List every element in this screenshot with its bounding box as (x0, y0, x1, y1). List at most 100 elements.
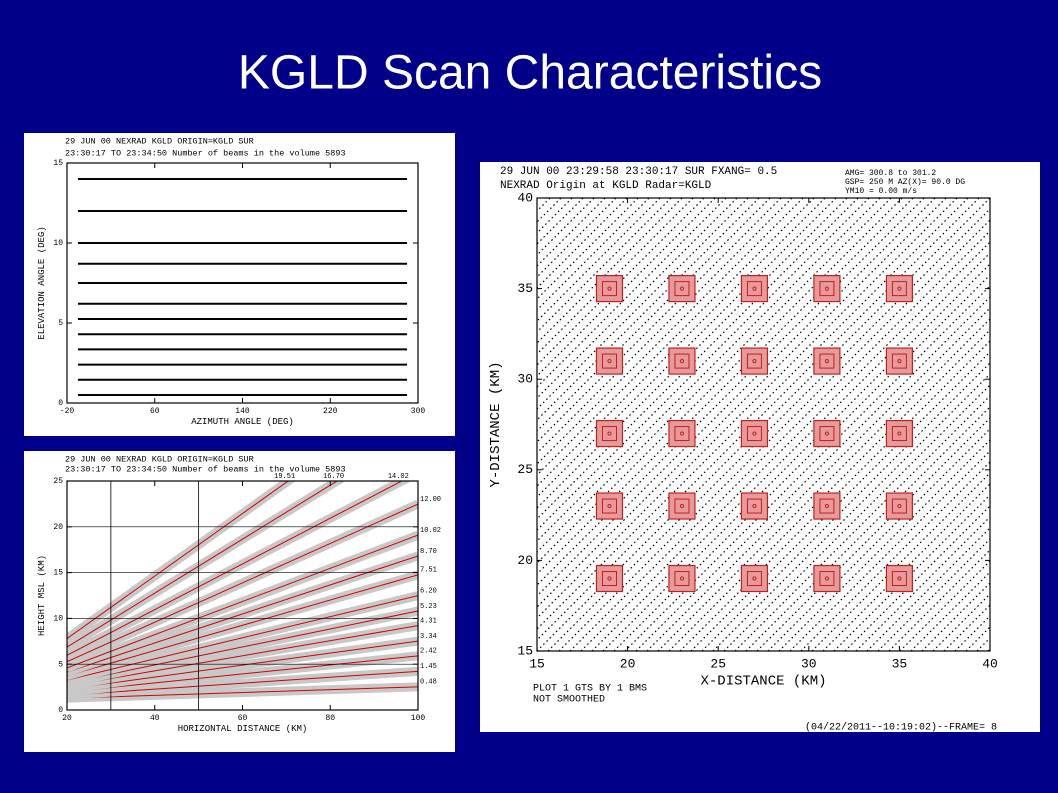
gate-box (885, 275, 914, 303)
series-label: 6.20 (420, 587, 437, 595)
panel (24, 133, 455, 436)
scan-line (67, 481, 403, 656)
header-text: 29 JUN 00 23:29:58 23:30:17 SUR FXANG= 0… (500, 166, 777, 178)
x-tick-label: 100 (411, 714, 426, 723)
series-label: 3.34 (420, 633, 437, 641)
series-label: 0.48 (420, 679, 437, 687)
y-tick-label: 10 (53, 239, 63, 248)
gate-inner (746, 426, 762, 442)
gate-box (595, 275, 624, 303)
gate-center (824, 503, 830, 509)
sample-line (537, 198, 936, 597)
gate-inner (601, 498, 617, 514)
gate-inner (819, 281, 835, 297)
sample-line (712, 373, 990, 651)
gate-center (824, 431, 830, 436)
series-label: 8.70 (420, 548, 437, 556)
scan-line (67, 481, 290, 639)
gate-box (668, 419, 696, 448)
gate-center (897, 576, 902, 581)
series-label: 5.23 (420, 603, 437, 611)
sample-line (537, 198, 793, 454)
sample-line (537, 198, 925, 586)
plot-frame (66, 480, 419, 711)
y-tick-label: 10 (53, 615, 63, 624)
scan-line (67, 555, 418, 673)
series-label: 19.51 (274, 473, 295, 481)
sample-line (635, 296, 990, 651)
gate-center (897, 431, 902, 436)
gate-inner (819, 426, 835, 442)
gate-center (752, 576, 757, 581)
scan-line (67, 503, 418, 663)
gate-center (824, 286, 830, 291)
sample-line (734, 395, 990, 651)
gate-box (885, 347, 914, 375)
y-tick-label: 35 (517, 281, 533, 296)
y-tick-label: 20 (53, 523, 63, 532)
series-label: 7.51 (420, 567, 437, 575)
sample-line (537, 198, 859, 520)
x-axis-label: AZIMUTH ANGLE (DEG) (191, 417, 294, 427)
x-tick-label: -20 (60, 407, 75, 416)
x-tick-label: 80 (325, 714, 335, 723)
gate-center (824, 358, 830, 364)
gate-center (679, 576, 685, 581)
gate-box (813, 275, 841, 303)
sample-line (723, 384, 990, 651)
sample-line (537, 198, 815, 476)
gate-box (595, 564, 624, 593)
sample-line (624, 285, 990, 651)
series-label: 1.45 (420, 663, 437, 671)
series-label: 10.02 (420, 527, 441, 535)
y-tick-label: 30 (517, 372, 533, 387)
plot-frame (66, 162, 419, 404)
x-axis-label: X-DISTANCE (KM) (700, 674, 826, 690)
header-text: NEXRAD Origin at KGLD Radar=KGLD (500, 180, 712, 192)
gate-center (607, 431, 612, 436)
gate-inner (601, 281, 617, 297)
x-tick-label: 35 (892, 656, 908, 671)
gate-box (740, 275, 769, 303)
gate-inner (601, 353, 617, 369)
y-axis-label: HEIGHT MSL (KM) (37, 555, 47, 636)
scan-line (67, 655, 418, 693)
gate-inner (746, 281, 762, 297)
sample-line (547, 208, 990, 651)
y-axis-label: ELEVATION ANGLE (DEG) (37, 226, 47, 339)
gate-inner (891, 571, 907, 587)
y-axis-label: Y-DISTANCE (KM) (488, 361, 504, 487)
series-label: 12.00 (420, 496, 441, 504)
gate-box (740, 564, 769, 593)
sample-line (569, 230, 990, 651)
scan-line (67, 534, 418, 669)
sample-line (646, 307, 990, 651)
gate-center (897, 503, 902, 509)
header-text: AMG= 300.8 to 301.2 (845, 169, 936, 178)
series-label: 16.70 (323, 473, 344, 481)
y-tick-label: 15 (53, 569, 63, 578)
sample-line (558, 219, 990, 651)
gate-inner (746, 498, 762, 514)
scan-line (67, 640, 418, 690)
scan-line (67, 595, 418, 681)
x-tick-label: 40 (982, 656, 998, 671)
gate-inner (891, 498, 907, 514)
gate-center (752, 286, 757, 291)
gate-box (668, 492, 696, 520)
scan-line (67, 686, 418, 699)
gate-center (607, 576, 612, 581)
gate-center (679, 503, 685, 509)
gate-box (740, 419, 769, 448)
x-tick-label: 40 (150, 714, 160, 723)
header-text: YM10 = 0.00 m/s (845, 187, 917, 196)
y-tick-label: 15 (53, 159, 63, 168)
sample-line (537, 198, 958, 619)
y-tick-label: 25 (53, 477, 63, 486)
gate-inner (819, 498, 835, 514)
x-tick-label: 220 (323, 407, 338, 416)
gate-inner (819, 571, 835, 587)
x-tick-label: 60 (238, 714, 248, 723)
y-tick-label: 20 (517, 553, 533, 568)
gate-box (885, 564, 914, 593)
